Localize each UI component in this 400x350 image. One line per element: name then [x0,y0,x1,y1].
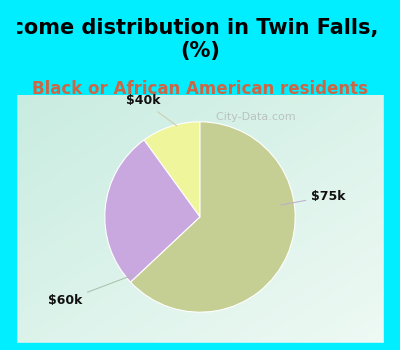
Text: $75k: $75k [281,190,346,205]
Text: $60k: $60k [48,275,133,307]
Text: Black or African American residents: Black or African American residents [32,80,368,98]
Text: Income distribution in Twin Falls, ID
(%): Income distribution in Twin Falls, ID (%… [0,18,400,62]
Wedge shape [105,140,200,282]
Text: City-Data.com: City-Data.com [209,112,296,122]
Wedge shape [144,122,200,217]
Wedge shape [131,122,295,312]
Text: $40k: $40k [126,94,177,126]
